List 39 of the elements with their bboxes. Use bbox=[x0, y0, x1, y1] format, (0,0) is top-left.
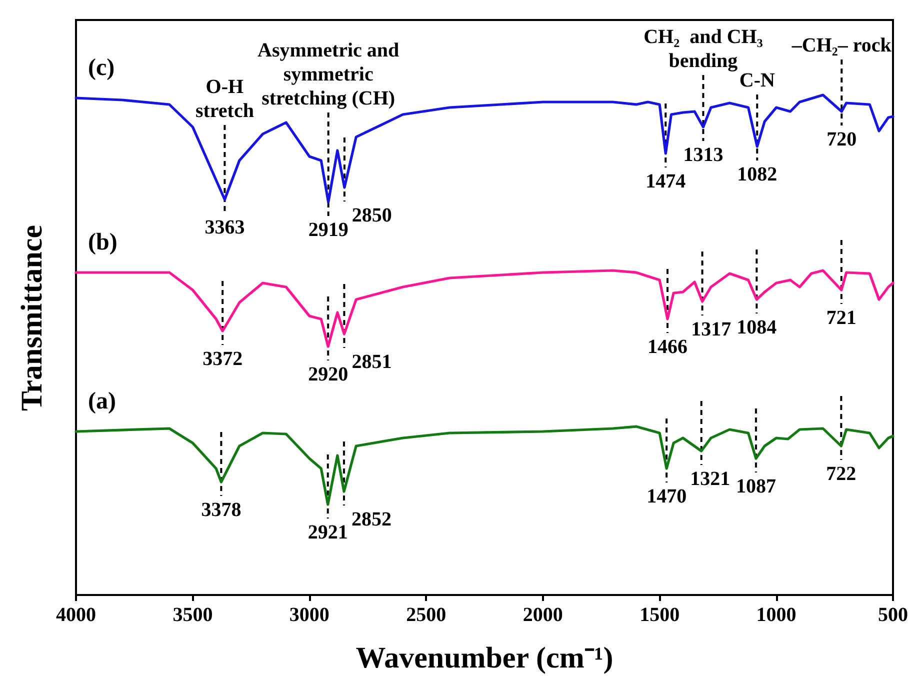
annotation: 1087 bbox=[736, 476, 776, 498]
annotation: 2921 bbox=[308, 522, 348, 544]
annotation: 1313 bbox=[683, 144, 724, 166]
annotation: 721 bbox=[826, 307, 856, 329]
annotation: 720 bbox=[826, 128, 857, 150]
x-tick-label: 1500 bbox=[640, 604, 680, 626]
annotation: 1466 bbox=[648, 336, 688, 358]
annotation: 722 bbox=[826, 463, 856, 485]
annotation: 3372 bbox=[202, 348, 243, 370]
annotation: 2850 bbox=[352, 204, 392, 226]
annotation: Asymmetric and symmetric stretching (CH) bbox=[258, 40, 400, 110]
annotation: –CH₂– rock bbox=[790, 34, 892, 56]
x-tick-label: 1000 bbox=[756, 604, 796, 626]
annotation: 1084 bbox=[736, 316, 777, 338]
series-label: (a) bbox=[88, 388, 116, 414]
x-axis-title: Wavenumber (cm⁻¹) bbox=[356, 642, 614, 674]
annotation: C-N bbox=[739, 70, 776, 92]
annotation: 1317 bbox=[691, 318, 732, 340]
series-label: (b) bbox=[88, 230, 118, 256]
annotation: 1321 bbox=[690, 468, 730, 490]
x-tick-label: 3500 bbox=[172, 604, 213, 626]
annotation: 2919 bbox=[308, 219, 348, 241]
annotation: 3378 bbox=[201, 499, 242, 521]
y-axis-title: Transmittance bbox=[16, 224, 48, 412]
annotation: 1082 bbox=[737, 164, 778, 186]
annotation: 2852 bbox=[351, 508, 392, 530]
x-tick-label: 500 bbox=[878, 604, 908, 626]
annotation: 1474 bbox=[646, 170, 686, 192]
annotation: 2920 bbox=[308, 364, 348, 386]
series-label: (c) bbox=[88, 55, 115, 81]
x-tick-label: 4000 bbox=[56, 604, 96, 626]
annotation: O-H stretch bbox=[195, 76, 254, 122]
annotation: CH₂ and CH₃ bending bbox=[644, 26, 763, 72]
annotation: 3363 bbox=[204, 216, 245, 238]
annotation: 1470 bbox=[646, 486, 687, 508]
x-tick-label: 2500 bbox=[406, 604, 446, 626]
x-tick-label: 3000 bbox=[289, 604, 330, 626]
annotation: 2851 bbox=[352, 351, 392, 373]
x-tick-label: 2000 bbox=[522, 604, 563, 626]
